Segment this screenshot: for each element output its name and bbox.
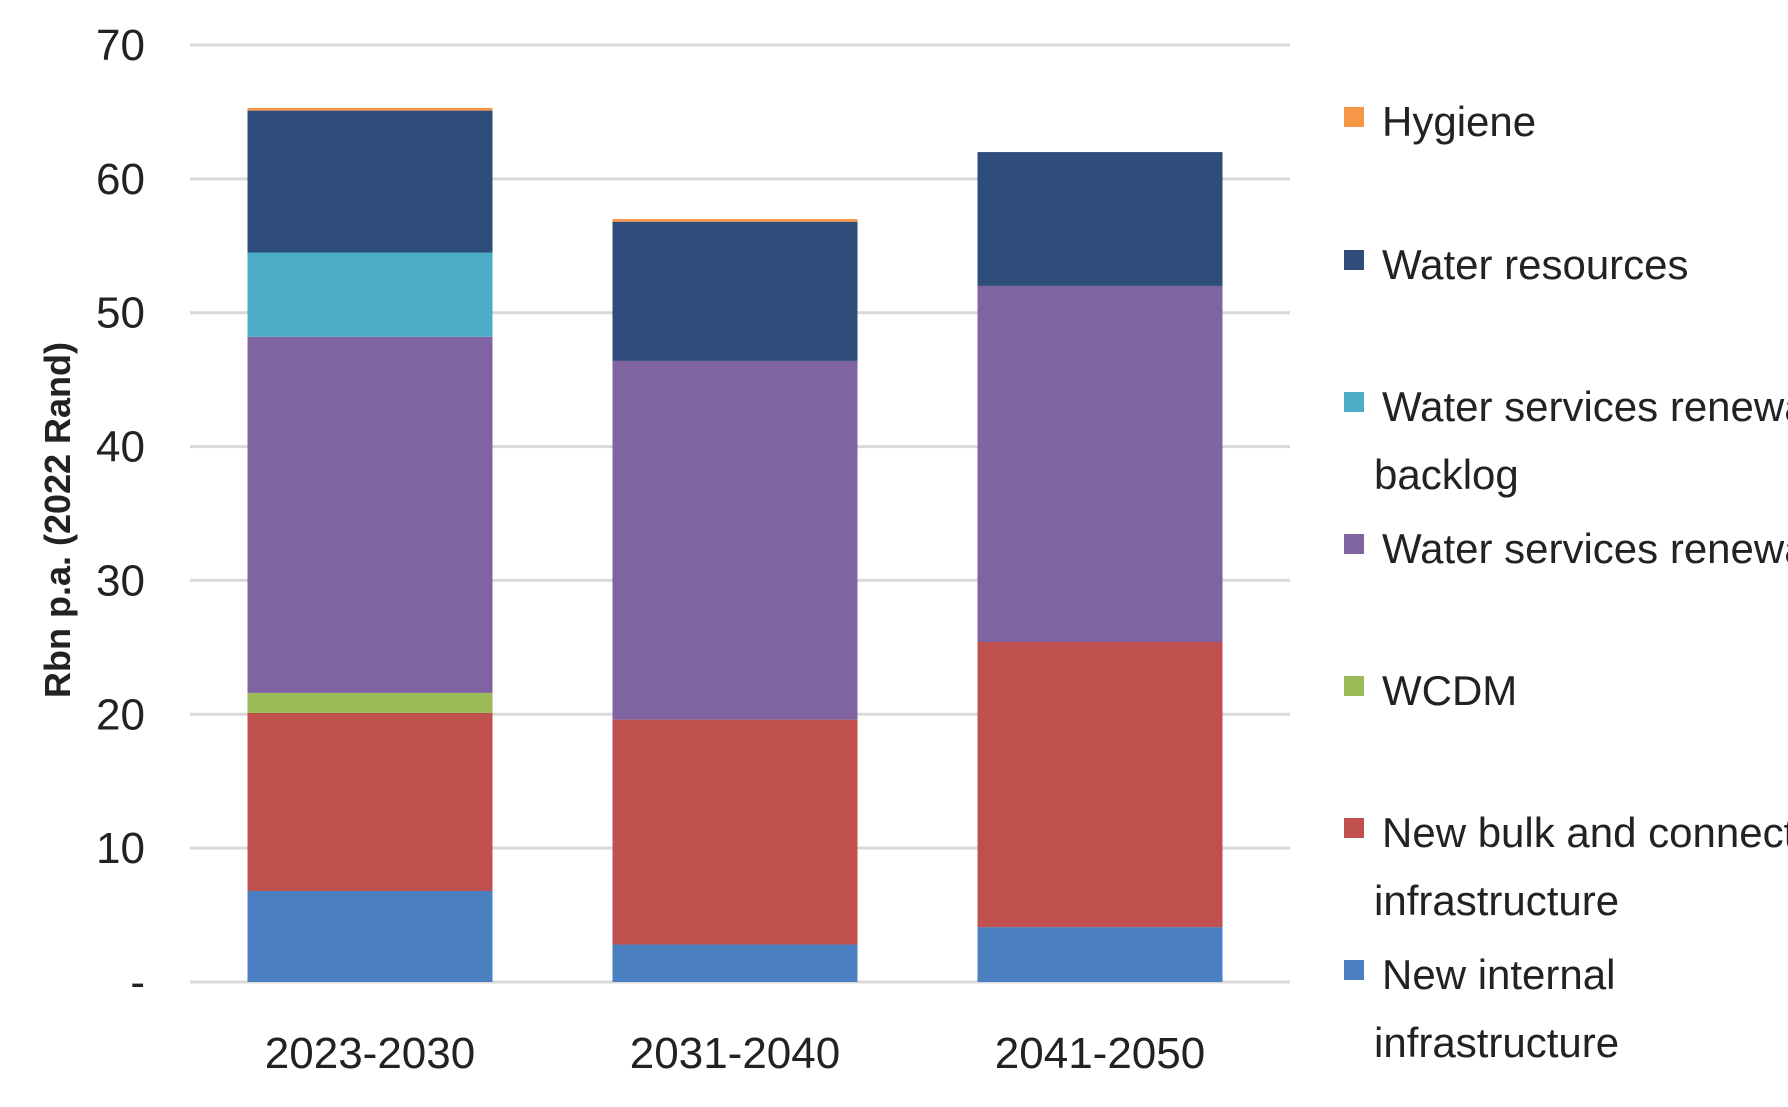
legend: Hygiene Water resources Water services ren… (1344, 98, 1788, 1066)
y-tick-label: 10 (96, 824, 145, 873)
legend-swatch (1344, 676, 1364, 696)
x-category-label: 2041-2050 (995, 1029, 1205, 1078)
legend-swatch (1344, 534, 1364, 554)
legend-swatch (1344, 107, 1364, 127)
bar-segment (612, 360, 858, 720)
legend-label: Water services renewal (1382, 383, 1788, 430)
bar-segment (247, 890, 493, 982)
y-tick-label: 50 (96, 289, 145, 338)
y-tick-label: 20 (96, 690, 145, 739)
bar-segment (247, 336, 493, 693)
legend-label: New internal (1382, 951, 1615, 998)
bar-segment (977, 152, 1223, 286)
y-axis-ticks: - 10 20 30 40 50 60 70 (96, 21, 145, 1007)
bar-segment (977, 927, 1223, 982)
bar-segment (247, 692, 493, 713)
legend-label: Water services renewal (1382, 525, 1788, 572)
bar-segment (977, 285, 1223, 643)
legend-label: backlog (1374, 451, 1519, 498)
x-axis-categories: 2023-2030 2031-2040 2041-2050 (265, 1029, 1205, 1078)
y-tick-label: 40 (96, 423, 145, 472)
bar-segment (612, 221, 858, 361)
legend-label: infrastructure (1374, 877, 1619, 924)
bar-segment (612, 944, 858, 982)
bar-segment (247, 107, 493, 111)
legend-swatch (1344, 250, 1364, 270)
bars (247, 107, 1223, 982)
y-tick-label: 60 (96, 155, 145, 204)
legend-label: WCDM (1382, 667, 1517, 714)
x-category-label: 2023-2030 (265, 1029, 475, 1078)
bar-segment (612, 719, 858, 945)
legend-swatch (1344, 392, 1364, 412)
legend-label: New bulk and connector (1382, 809, 1788, 856)
bar-segment (977, 642, 1223, 928)
legend-label: infrastructure (1374, 1019, 1619, 1066)
x-category-label: 2031-2040 (630, 1029, 840, 1078)
y-tick-label: 70 (96, 21, 145, 70)
bar-segment (247, 252, 493, 337)
bar-segment (612, 219, 858, 222)
legend-label: Water resources (1382, 241, 1689, 288)
legend-swatch (1344, 818, 1364, 838)
legend-swatch (1344, 960, 1364, 980)
bar-segment (247, 712, 493, 891)
legend-label: Hygiene (1382, 98, 1536, 145)
y-axis-title: Rbn p.a. (2022 Rand) (37, 342, 78, 698)
y-tick-label: 30 (96, 556, 145, 605)
bar-segment (247, 110, 493, 253)
y-tick-label: - (130, 958, 145, 1007)
